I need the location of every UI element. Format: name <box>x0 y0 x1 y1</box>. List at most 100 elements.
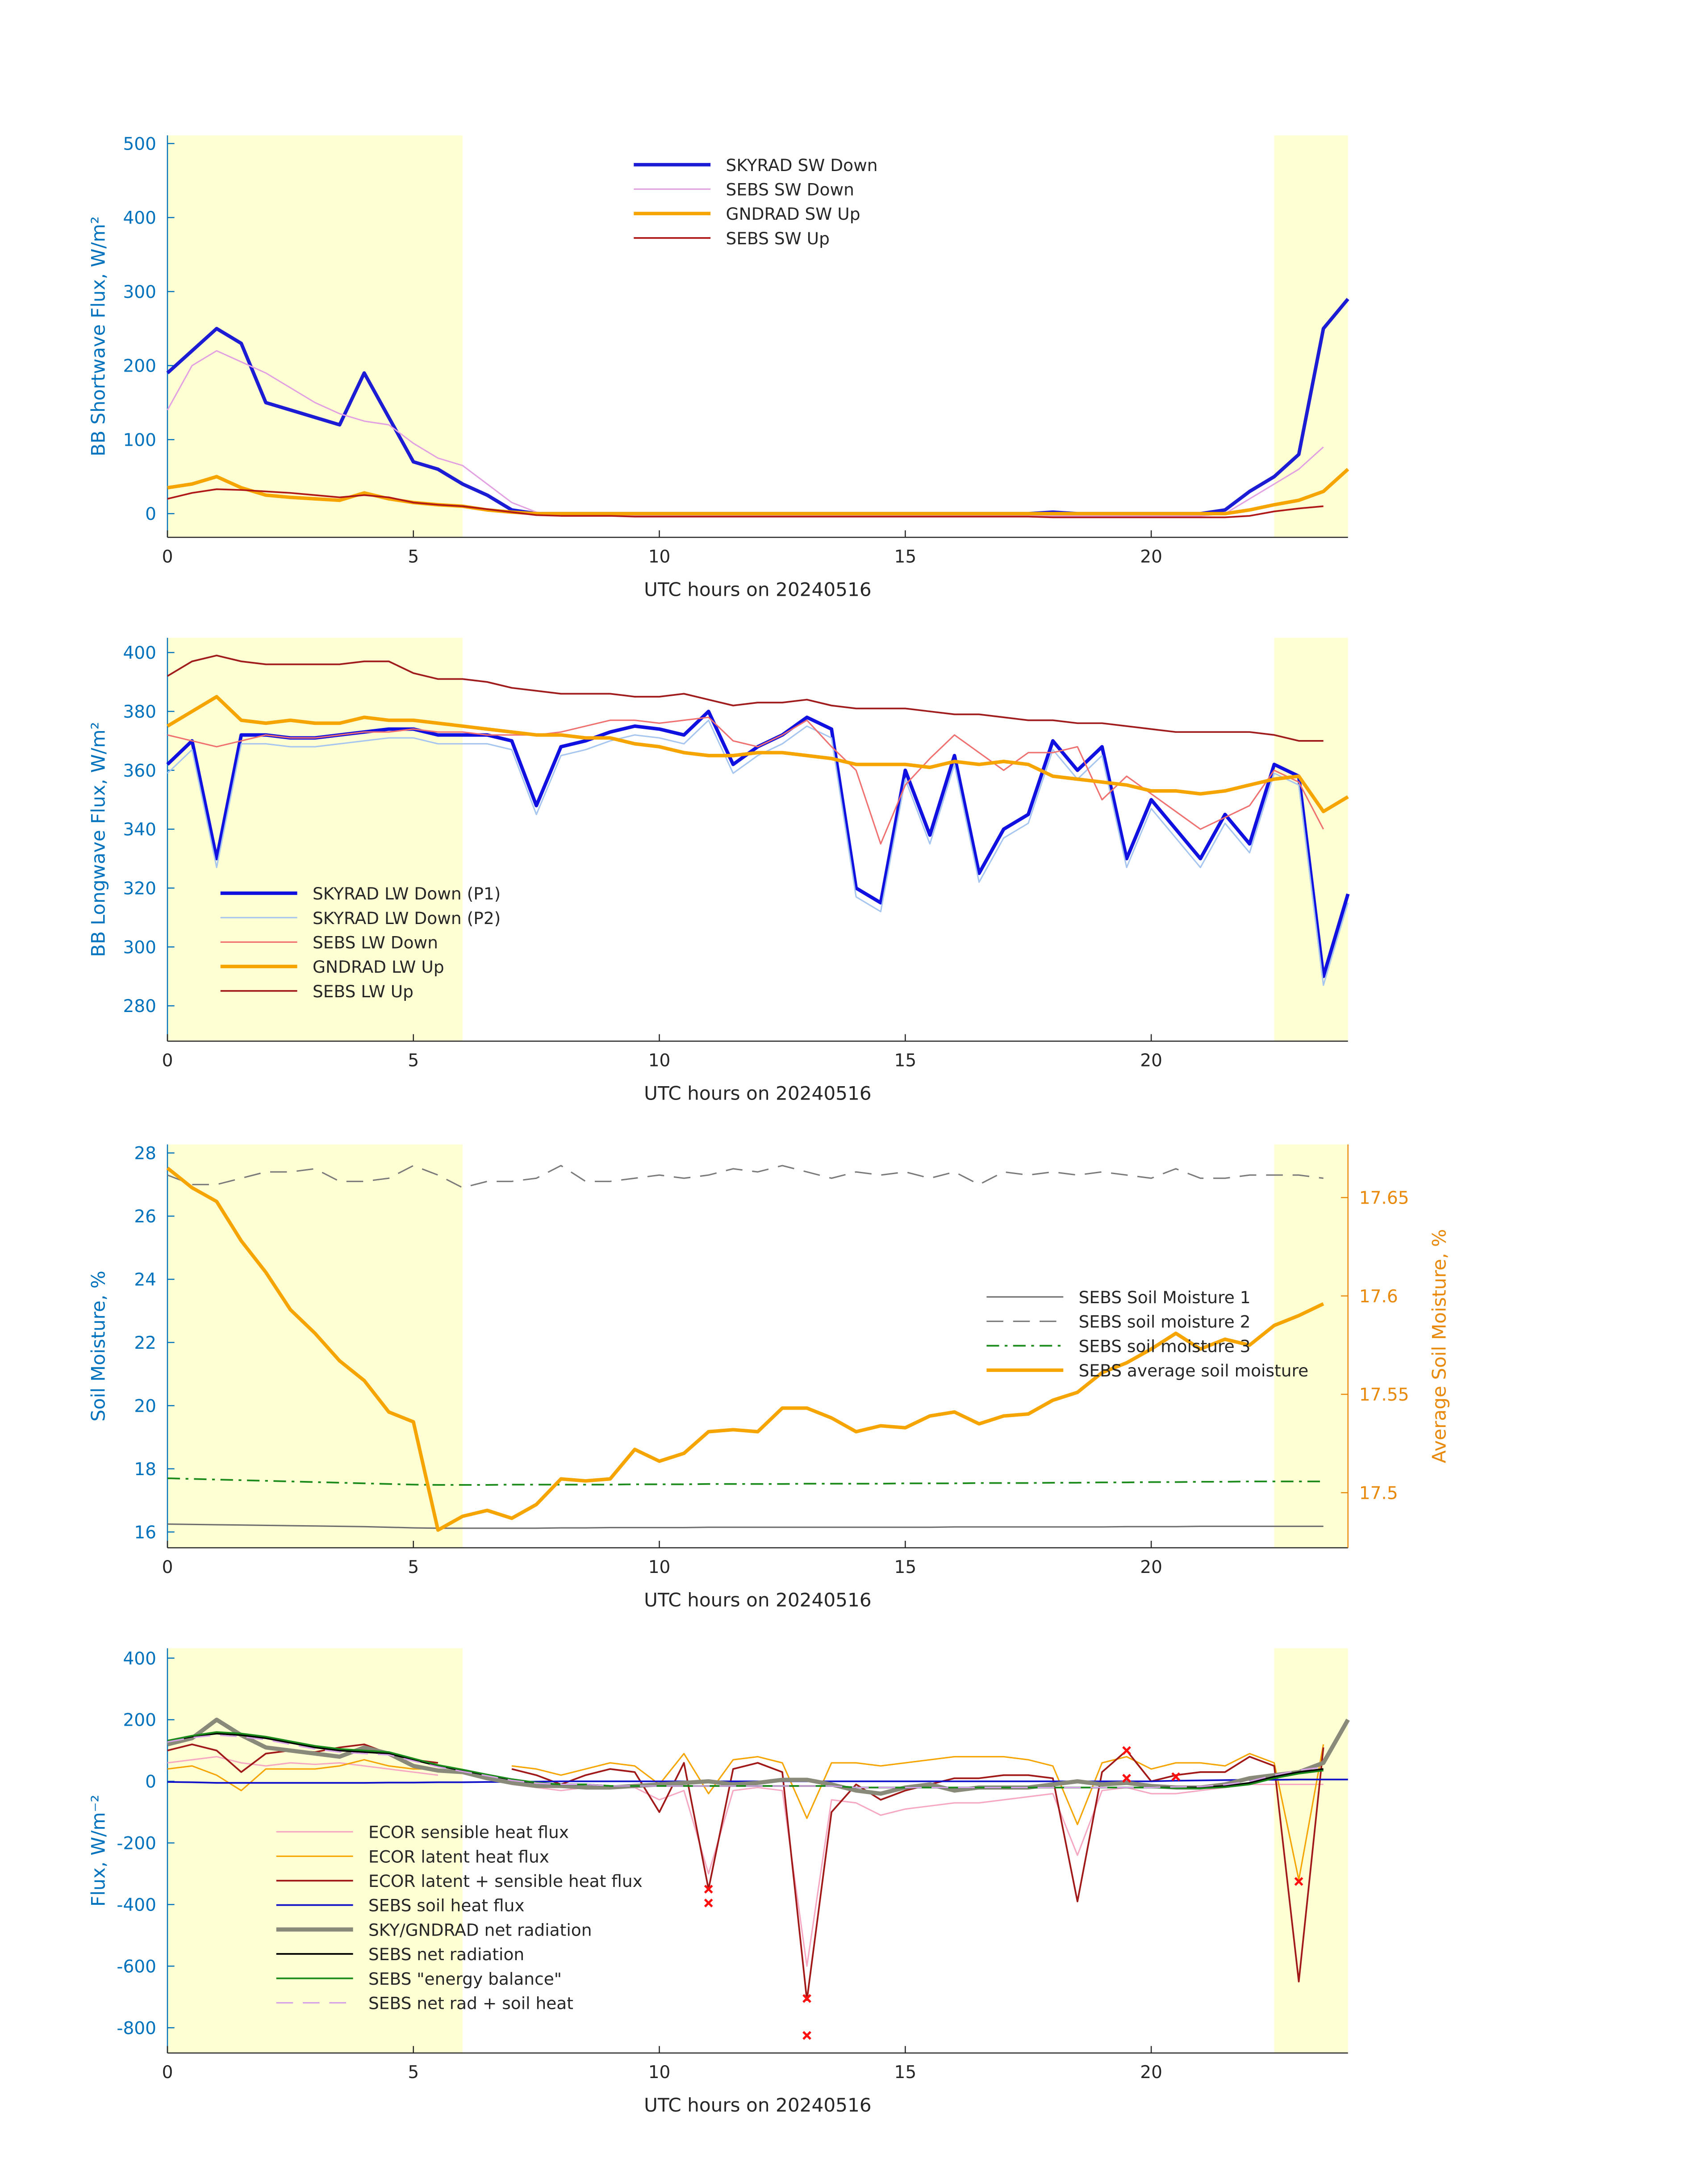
marker <box>802 2031 811 2040</box>
y-tick-label: 300 <box>123 937 156 958</box>
series-line <box>167 1734 1324 1788</box>
x-axis-label: UTC hours on 20240516 <box>644 578 872 600</box>
y-tick-label: 26 <box>134 1207 156 1227</box>
y-axis-label: Soil Moisture, % <box>87 1271 109 1422</box>
x-tick-label: 0 <box>162 547 173 567</box>
x-axis-label: UTC hours on 20240516 <box>644 2094 872 2116</box>
series-line <box>167 716 1324 845</box>
shaded-span <box>1274 638 1348 1041</box>
marker <box>1122 1773 1131 1783</box>
y-tick-label: 360 <box>123 761 156 781</box>
x-tick-label: 5 <box>408 547 419 567</box>
y-tick-label: 16 <box>134 1522 156 1543</box>
marker <box>704 1885 713 1894</box>
x-tick-label: 20 <box>1140 2062 1162 2083</box>
shaded-span <box>167 638 463 1041</box>
legend-label: SKYRAD SW Down <box>726 155 878 175</box>
y-tick-label: 100 <box>123 430 156 450</box>
legend-label: SKYRAD LW Down (P1) <box>313 884 501 903</box>
x-tick-label: 5 <box>408 1557 419 1577</box>
y-tick-label: 200 <box>123 356 156 376</box>
series-line <box>167 1744 1324 1881</box>
x-tick-label: 20 <box>1140 1051 1162 1071</box>
x-tick-label: 0 <box>162 2062 173 2083</box>
y2-tick-label: 17.55 <box>1359 1385 1409 1405</box>
y-tick-label: -400 <box>117 1895 156 1916</box>
series-line <box>167 488 1324 519</box>
shaded-span <box>167 1144 463 1548</box>
legend-label: ECOR latent heat flux <box>368 1847 549 1866</box>
legend-label: SEBS Soil Moisture 1 <box>1079 1288 1251 1307</box>
marker <box>802 1994 811 2003</box>
x-axis-label: UTC hours on 20240516 <box>644 1082 872 1104</box>
legend-label: SEBS soil moisture 3 <box>1079 1336 1251 1356</box>
x-tick-label: 15 <box>894 1051 917 1071</box>
legend-label: SKYRAD LW Down (P2) <box>313 908 501 928</box>
x-tick-label: 15 <box>894 547 917 567</box>
marker <box>1171 1772 1181 1782</box>
legend-label: SEBS "energy balance" <box>368 1969 562 1989</box>
x-tick-label: 0 <box>162 1051 173 1071</box>
y-axis-label: BB Shortwave Flux, W/m² <box>87 216 109 456</box>
marker <box>1294 1877 1303 1886</box>
y-tick-label: -600 <box>117 1957 156 1977</box>
legend-label: SEBS net rad + soil heat <box>368 1993 573 2013</box>
legend-label: SEBS LW Down <box>313 933 438 952</box>
x-tick-label: 20 <box>1140 1557 1162 1577</box>
legend-label: SEBS average soil moisture <box>1079 1361 1309 1380</box>
y-tick-label: -800 <box>117 2018 156 2038</box>
y-tick-label: 200 <box>123 1711 156 1731</box>
y-tick-label: 22 <box>134 1333 156 1353</box>
y-tick-label: 320 <box>123 879 156 899</box>
y2-tick-label: 17.5 <box>1359 1483 1398 1503</box>
shaded-span <box>167 1648 463 2053</box>
y-tick-label: 340 <box>123 820 156 840</box>
x-tick-label: 10 <box>648 547 671 567</box>
y-tick-label: 400 <box>123 1649 156 1669</box>
x-tick-label: 15 <box>894 1557 917 1577</box>
x-tick-label: 0 <box>162 1557 173 1577</box>
series-line <box>166 695 1349 813</box>
series-line <box>167 1165 1324 1188</box>
y-tick-label: 18 <box>134 1460 156 1480</box>
marker <box>1122 1746 1131 1755</box>
y-axis-label: BB Longwave Flux, W/m² <box>87 722 109 957</box>
x-tick-label: 10 <box>648 1051 671 1071</box>
shaded-span <box>1274 1144 1348 1548</box>
legend-label: ECOR latent + sensible heat flux <box>368 1871 643 1891</box>
y-tick-label: 0 <box>145 504 156 524</box>
y2-axis-label: Average Soil Moisture, % <box>1428 1229 1450 1463</box>
legend-label: SEBS SW Down <box>726 180 854 200</box>
legend-label: GNDRAD LW Up <box>313 957 444 977</box>
x-tick-label: 5 <box>408 2062 419 2083</box>
series-line <box>166 1167 1324 1532</box>
y-tick-label: 0 <box>145 1772 156 1792</box>
marker <box>704 1899 713 1907</box>
shaded-span <box>1274 1648 1348 2053</box>
x-tick-label: 10 <box>648 1557 671 1577</box>
series-line <box>167 1523 1324 1529</box>
y2-tick-label: 17.6 <box>1359 1287 1398 1307</box>
series-line <box>167 1717 1350 1796</box>
series-line <box>167 654 1324 742</box>
y-tick-label: -200 <box>117 1834 156 1854</box>
x-tick-label: 20 <box>1140 547 1162 567</box>
y-tick-label: 380 <box>123 702 156 722</box>
legend-label: GNDRAD SW Up <box>726 204 860 224</box>
legend-label: SEBS soil heat flux <box>368 1896 525 1916</box>
legend-label: SEBS SW Up <box>726 229 830 248</box>
y-axis-label: Flux, W/m⁻² <box>87 1794 109 1907</box>
y-tick-label: 300 <box>123 282 156 302</box>
y-tick-label: 24 <box>134 1270 156 1290</box>
legend-label: SEBS LW Up <box>313 982 413 1001</box>
shaded-span <box>1274 135 1348 538</box>
y-tick-label: 20 <box>134 1396 156 1416</box>
x-tick-label: 10 <box>648 2062 671 2083</box>
legend-label: SKY/GNDRAD net radiation <box>368 1920 592 1940</box>
legend-label: SEBS net radiation <box>368 1945 524 1964</box>
x-tick-label: 15 <box>894 2062 917 2083</box>
y2-tick-label: 17.65 <box>1359 1188 1409 1209</box>
series-line <box>167 468 1349 515</box>
y-tick-label: 400 <box>123 643 156 663</box>
